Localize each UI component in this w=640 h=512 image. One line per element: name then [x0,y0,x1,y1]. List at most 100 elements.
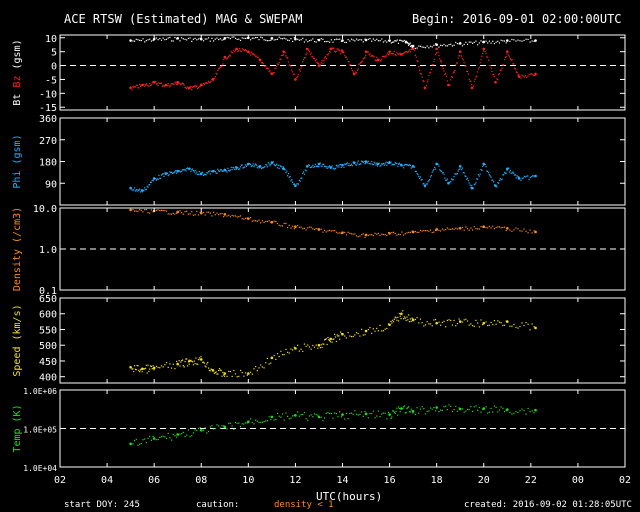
data-dot-density [305,229,307,231]
data-dot-phi [513,172,515,174]
data-dot-temp [397,414,399,416]
data-dot-phi [470,186,472,188]
data-dot-bz [403,51,406,54]
data-dot-phi [489,175,491,177]
data-dot-phi [529,176,531,179]
data-dot-bz [153,81,155,83]
data-dot-speed [485,321,487,323]
data-dot-phi [452,178,454,181]
data-dot-density [139,209,141,211]
data-dot-speed [226,375,228,377]
data-dot-temp [440,409,442,411]
data-dot-phi [267,162,269,164]
data-point-phi [129,186,132,190]
data-dot-temp [493,405,496,407]
data-dot-bt [445,45,447,47]
data-dot-phi [160,177,162,180]
data-dot-speed [424,324,427,326]
data-dot-bz [419,69,421,71]
data-dot-temp [523,410,525,412]
data-dot-speed [152,365,154,367]
data-dot-density [204,214,206,216]
data-dot-bz [381,58,383,60]
data-dot-density [458,227,460,229]
data-dot-bt [174,36,176,39]
data-dot-bz [257,56,259,58]
data-dot-speed [263,367,265,369]
data-dot-phi [197,173,199,175]
data-dot-bz [297,75,299,78]
data-dot-bt [407,42,409,44]
data-dot-temp [206,432,208,434]
data-dot-speed [340,333,343,335]
data-dot-bt [142,38,144,40]
data-dot-density [266,220,269,223]
data-dot-bz [481,55,483,57]
data-dot-phi [526,175,528,177]
panel-frames [59,34,626,468]
data-point-speed [329,337,333,341]
data-dot-phi [185,170,187,172]
data-dot-speed [473,325,475,327]
x-tick-label: 02 [54,475,66,486]
data-dot-temp [303,411,306,414]
data-dot-bz [523,76,525,78]
data-dot-speed [399,315,401,317]
data-dot-density [468,229,470,231]
data-dot-temp [305,418,307,420]
data-dot-density [209,212,211,214]
data-dot-phi [256,167,258,169]
data-dot-temp [398,407,401,410]
data-dot-phi [527,175,529,177]
data-dot-temp [456,410,459,412]
data-dot-phi [227,167,229,169]
data-dot-bz [158,82,160,84]
data-dot-temp [475,405,477,407]
data-dot-speed [505,320,507,322]
data-dot-bz [271,72,273,74]
data-dot-speed [244,372,247,374]
data-dot-bt [288,39,290,42]
data-dot-density [531,232,533,234]
data-dot-temp [169,437,171,439]
data-dot-phi [447,181,449,183]
data-dot-bz [173,83,175,85]
data-dot-bz [520,77,522,79]
chart-title: ACE RTSW (Estimated) MAG & SWEPAM [64,12,303,26]
data-dot-speed [300,348,302,350]
data-dot-temp [396,407,398,409]
data-dot-bz [279,58,281,60]
data-dot-speed [207,367,210,369]
data-dot-phi [325,166,327,168]
data-dot-temp [434,410,437,412]
data-dot-speed [200,356,202,358]
data-dot-temp [160,436,163,438]
data-dot-speed [285,348,287,351]
data-dot-phi [194,169,196,172]
data-dot-bz [259,58,261,60]
data-dot-bt [463,43,465,45]
data-dot-temp [455,405,457,407]
data-dot-phi [356,162,358,164]
data-dot-phi [385,161,387,163]
data-dot-phi [477,178,479,180]
data-dot-speed [492,324,494,326]
data-dot-bt [423,46,425,48]
data-dot-bz [202,82,205,85]
data-dot-phi [343,166,345,168]
data-dot-phi [518,176,520,178]
data-dot-bt [369,38,371,40]
data-dot-speed [523,324,525,327]
data-dot-bz [482,50,485,52]
data-dot-phi [253,165,255,168]
data-dot-bz [214,76,216,78]
data-dot-phi [158,174,160,177]
data-dot-speed [303,343,306,345]
data-point-bz [534,72,537,76]
data-dot-density [495,226,497,229]
data-dot-temp [196,429,198,431]
data-dot-bz [250,54,252,56]
data-dot-bt [229,38,232,40]
data-dot-phi [374,162,376,164]
data-dot-bz [175,82,177,84]
